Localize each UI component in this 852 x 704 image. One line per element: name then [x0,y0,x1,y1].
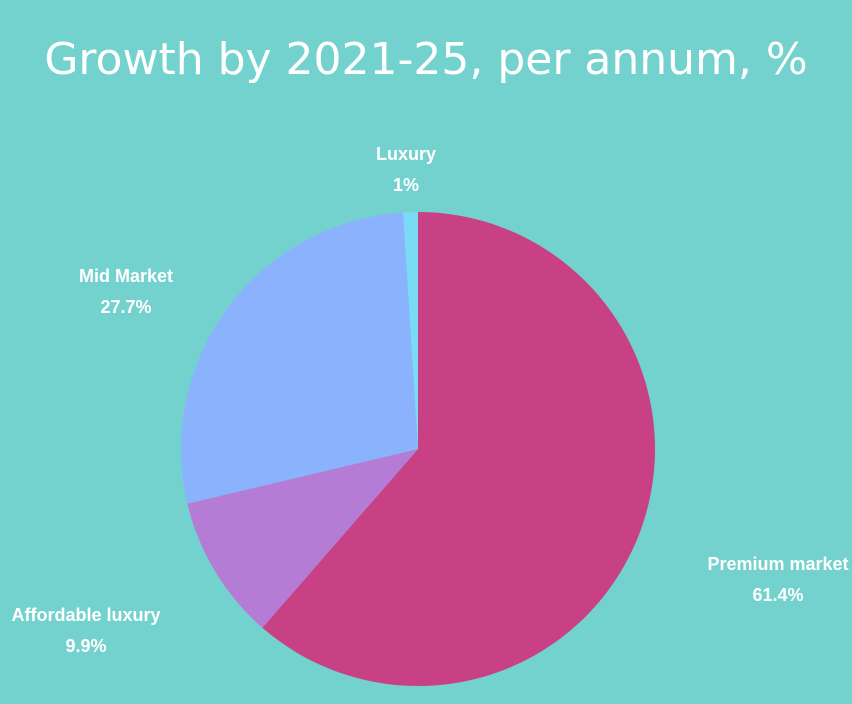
slice-label-affordable-luxury: Affordable luxury [11,605,160,625]
pie-slice-affordable-luxury [187,449,418,628]
pie-slice-mid-market [181,212,418,504]
pie-slice-premium-market [262,212,655,687]
pie-slice-luxury [403,212,418,449]
slice-label-premium-market: Premium market [707,554,848,574]
slice-value-affordable-luxury: 9.9% [65,636,106,656]
slice-label-luxury: Luxury [376,144,436,164]
chart-title: Growth by 2021-25, per annum, % [44,34,808,85]
slice-value-mid-market: 27.7% [100,297,151,317]
slice-value-premium-market: 61.4% [752,585,803,605]
slice-label-mid-market: Mid Market [79,266,173,286]
slice-value-luxury: 1% [393,175,419,195]
